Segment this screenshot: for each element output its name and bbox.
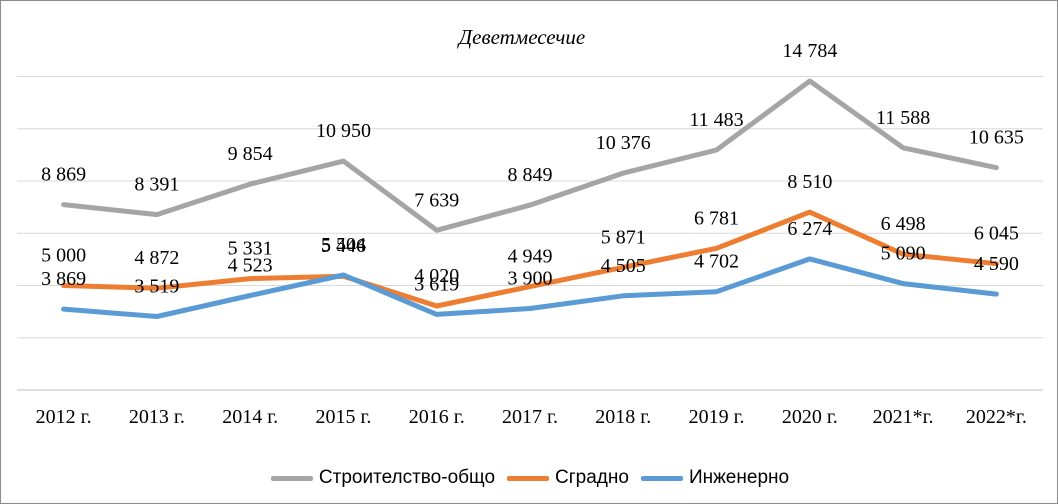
data-label-total-construction: 10 950 bbox=[316, 120, 371, 142]
data-label-total-construction: 14 784 bbox=[782, 40, 837, 62]
data-label-total-construction: 11 588 bbox=[876, 107, 930, 129]
data-label-engineering: 3 519 bbox=[134, 275, 179, 297]
data-label-total-construction: 9 854 bbox=[228, 143, 273, 165]
legend-swatch-engineering bbox=[640, 475, 683, 481]
data-label-total-construction: 10 376 bbox=[596, 132, 651, 154]
data-label-buildings: 4 020 bbox=[414, 265, 459, 287]
data-label-buildings: 5 446 bbox=[321, 235, 366, 257]
x-tick-label: 2015 г. bbox=[315, 406, 371, 428]
data-label-engineering: 6 274 bbox=[787, 218, 832, 240]
chart-legend: Строителство-общо Сградно Инженерно bbox=[1, 467, 1058, 489]
data-label-total-construction: 11 483 bbox=[689, 109, 743, 131]
legend-swatch-total-construction bbox=[270, 475, 313, 481]
data-label-engineering: 4 590 bbox=[974, 253, 1019, 275]
data-label-engineering: 5 504 bbox=[321, 234, 366, 256]
data-label-engineering: 4 523 bbox=[228, 254, 273, 276]
x-tick-label: 2017 г. bbox=[502, 406, 558, 428]
data-label-buildings: 4 872 bbox=[134, 247, 179, 269]
line-total-construction bbox=[61, 78, 999, 233]
data-label-total-construction: 7 639 bbox=[414, 189, 459, 211]
data-label-buildings: 6 045 bbox=[974, 223, 1019, 245]
legend-item-buildings: Сградно bbox=[507, 467, 629, 489]
line-engineering bbox=[61, 256, 999, 319]
data-label-engineering: 3 900 bbox=[508, 267, 553, 289]
data-label-engineering: 3 869 bbox=[41, 268, 86, 290]
data-label-buildings: 4 949 bbox=[508, 246, 553, 268]
data-label-total-construction: 8 849 bbox=[508, 164, 553, 186]
data-label-total-construction: 8 391 bbox=[134, 174, 179, 196]
x-tick-label: 2013 г. bbox=[129, 406, 185, 428]
data-label-engineering: 5 090 bbox=[881, 243, 926, 265]
data-label-engineering: 4 702 bbox=[694, 251, 739, 273]
data-label-total-construction: 10 635 bbox=[969, 127, 1024, 149]
x-tick-label: 2022*г. bbox=[966, 406, 1027, 428]
legend-label-engineering: Инженерно bbox=[688, 467, 790, 488]
data-label-buildings: 5 871 bbox=[601, 226, 646, 248]
chart-title: Деветмесечие bbox=[458, 25, 586, 49]
data-label-total-construction: 8 869 bbox=[41, 164, 86, 186]
legend-item-total-construction: Строителство-общо bbox=[270, 467, 496, 489]
x-tick-label: 2019 г. bbox=[689, 406, 745, 428]
legend-item-engineering: Инженерно bbox=[640, 467, 790, 489]
legend-swatch-buildings bbox=[507, 475, 550, 481]
legend-label-total-construction: Строителство-общо bbox=[318, 467, 496, 488]
data-label-buildings: 8 510 bbox=[787, 171, 832, 193]
x-tick-label: 2012 г. bbox=[36, 406, 92, 428]
data-label-buildings: 6 498 bbox=[881, 213, 926, 235]
legend-label-buildings: Сградно bbox=[555, 467, 629, 488]
x-tick-label: 2021*г. bbox=[873, 406, 934, 428]
data-label-engineering: 4 505 bbox=[601, 255, 646, 277]
x-tick-label: 2018 г. bbox=[595, 406, 651, 428]
x-tick-label: 2014 г. bbox=[222, 406, 278, 428]
data-label-engineering: 3 619 bbox=[414, 273, 459, 295]
line-buildings bbox=[61, 209, 999, 309]
data-label-buildings: 6 781 bbox=[694, 207, 739, 229]
x-tick-label: 2016 г. bbox=[409, 406, 465, 428]
data-label-buildings: 5 331 bbox=[228, 238, 273, 260]
x-tick-label: 2020 г. bbox=[782, 406, 838, 428]
data-label-buildings: 5 000 bbox=[41, 245, 86, 267]
